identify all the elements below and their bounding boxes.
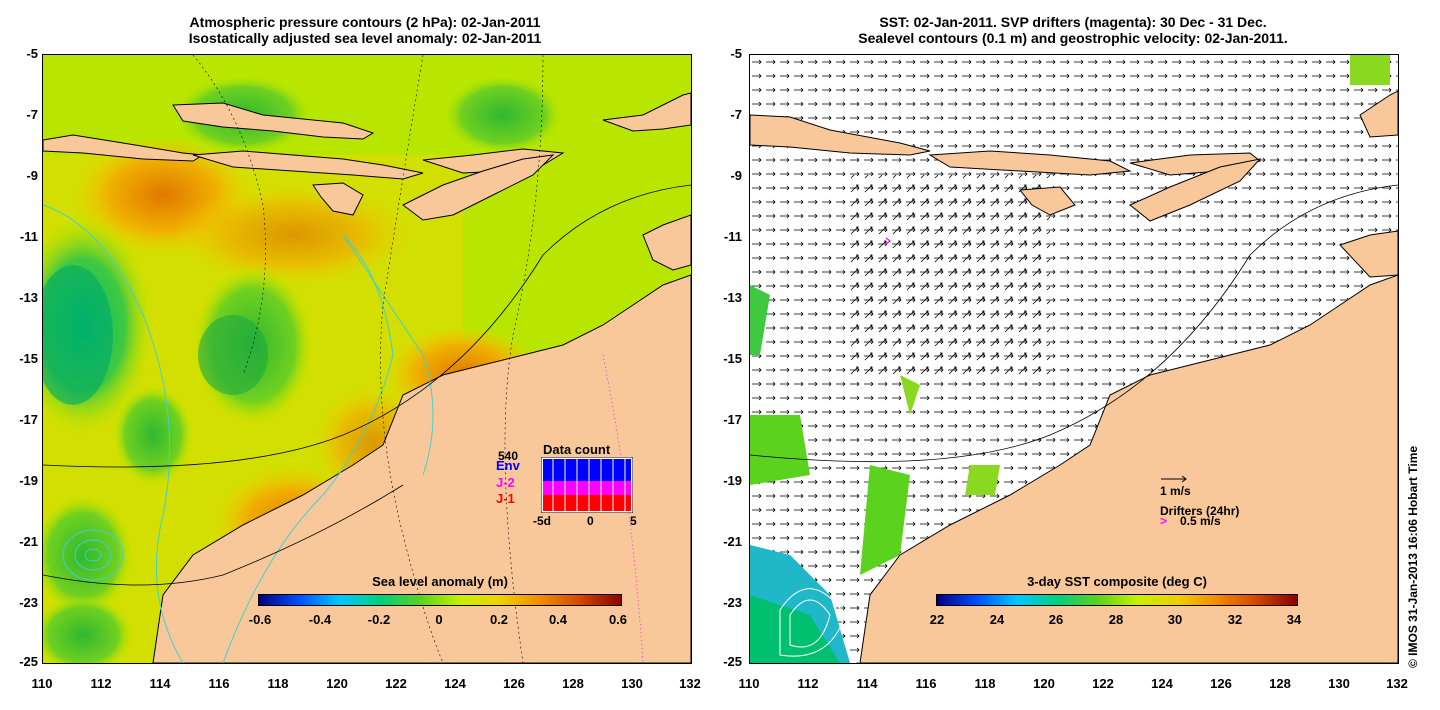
- x-tick-label: 122: [385, 676, 407, 691]
- colorbar-tick: 26: [1048, 612, 1064, 627]
- data-count-xtick: 5: [630, 514, 637, 528]
- y-tick-label: -5: [26, 46, 38, 61]
- y-tick-label: -15: [723, 351, 742, 366]
- x-tick-label: 116: [915, 676, 937, 691]
- x-tick-label: 120: [326, 676, 348, 691]
- x-tick-label: 110: [738, 676, 760, 691]
- x-tick-label: 122: [1092, 676, 1114, 691]
- y-tick-label: -9: [26, 168, 38, 183]
- colorbar-tick: 0.2: [489, 612, 509, 627]
- x-tick-label: 114: [856, 676, 878, 691]
- y-tick-label: -13: [723, 290, 742, 305]
- colorbar-tick: -0.6: [248, 612, 272, 627]
- y-tick-label: -19: [723, 473, 742, 488]
- right-colorbar: [936, 594, 1298, 606]
- y-tick-label: -19: [19, 473, 38, 488]
- left-title-line1: Atmospheric pressure contours (2 hPa): 0…: [189, 14, 541, 30]
- x-tick-label: 132: [1386, 676, 1408, 691]
- x-tick-label: 120: [1033, 676, 1055, 691]
- drifter-marker: [885, 237, 891, 245]
- left-colorbar-label: Sea level anomaly (m): [372, 574, 508, 589]
- x-tick-label: 124: [444, 676, 466, 691]
- y-tick-label: -13: [19, 290, 38, 305]
- legend-j1: J-1: [496, 491, 515, 506]
- x-tick-label: 118: [974, 676, 996, 691]
- left-colorbar: [258, 594, 622, 606]
- left-title-line2: Isostatically adjusted sea level anomaly…: [188, 30, 542, 46]
- sea-level-anomaly-map: [43, 55, 691, 663]
- drifters-speed-label: 0.5 m/s: [1180, 514, 1221, 528]
- y-tick-label: -17: [19, 412, 38, 427]
- x-tick-label: 116: [208, 676, 230, 691]
- y-tick-label: -25: [723, 654, 742, 669]
- data-count-bars: [541, 457, 633, 513]
- x-tick-label: 130: [621, 676, 643, 691]
- right-title-line2: Sealevel contours (0.1 m) and geostrophi…: [858, 30, 1288, 46]
- x-tick-label: 118: [267, 676, 289, 691]
- x-tick-label: 112: [90, 676, 112, 691]
- velocity-scale-arrow: [1161, 475, 1187, 483]
- y-tick-label: -21: [19, 534, 38, 549]
- right-title-line1: SST: 02-Jan-2011. SVP drifters (magenta)…: [879, 14, 1267, 30]
- x-tick-label: 126: [503, 676, 525, 691]
- y-tick-label: -23: [723, 595, 742, 610]
- colorbar-tick: -0.4: [308, 612, 332, 627]
- data-count-xtick: 0: [587, 514, 594, 528]
- right-map[interactable]: [749, 54, 1399, 664]
- y-tick-label: -25: [19, 654, 38, 669]
- right-colorbar-label: 3-day SST composite (deg C): [1027, 574, 1207, 589]
- left-map[interactable]: [42, 54, 692, 664]
- y-tick-label: -9: [730, 168, 742, 183]
- x-tick-label: 124: [1151, 676, 1173, 691]
- y-tick-label: -7: [730, 107, 742, 122]
- y-tick-label: -15: [19, 351, 38, 366]
- colorbar-tick: 30: [1167, 612, 1183, 627]
- x-tick-label: 110: [31, 676, 53, 691]
- colorbar-tick: 24: [989, 612, 1005, 627]
- y-tick-label: -21: [723, 534, 742, 549]
- y-tick-label: -23: [19, 595, 38, 610]
- drifter-arrow-icon: >: [1160, 514, 1168, 528]
- data-count-xtick: -5d: [533, 514, 551, 528]
- colorbar-tick: -0.2: [367, 612, 391, 627]
- colorbar-tick: 0.4: [548, 612, 568, 627]
- x-tick-label: 112: [797, 676, 819, 691]
- legend-j2: J-2: [496, 475, 515, 490]
- x-tick-label: 132: [679, 676, 701, 691]
- data-count-title: Data count: [543, 442, 611, 457]
- colorbar-tick: 32: [1227, 612, 1243, 627]
- x-tick-label: 128: [1269, 676, 1291, 691]
- sst-velocity-map: [750, 55, 1398, 663]
- x-tick-label: 126: [1210, 676, 1232, 691]
- colorbar-tick: 22: [929, 612, 945, 627]
- x-tick-label: 114: [149, 676, 171, 691]
- y-tick-label: -7: [26, 107, 38, 122]
- colorbar-tick: 0: [435, 612, 443, 627]
- y-tick-label: -11: [723, 229, 742, 244]
- colorbar-tick: 28: [1108, 612, 1124, 627]
- drifters-label: Drifters (24hr): [1160, 504, 1240, 518]
- y-tick-label: -11: [19, 229, 38, 244]
- x-tick-label: 130: [1328, 676, 1350, 691]
- legend-env: Env: [496, 458, 520, 473]
- x-tick-label: 128: [562, 676, 584, 691]
- colorbar-tick: 0.6: [608, 612, 628, 627]
- velocity-scale-label: 1 m/s: [1160, 484, 1191, 498]
- imos-credit: © IMOS 31-Jan-2013 16:06 Hobart Time: [1406, 445, 1420, 668]
- y-tick-label: -17: [723, 412, 742, 427]
- colorbar-tick: 34: [1286, 612, 1302, 627]
- y-tick-label: -5: [730, 46, 742, 61]
- data-count-max: 540: [498, 449, 519, 463]
